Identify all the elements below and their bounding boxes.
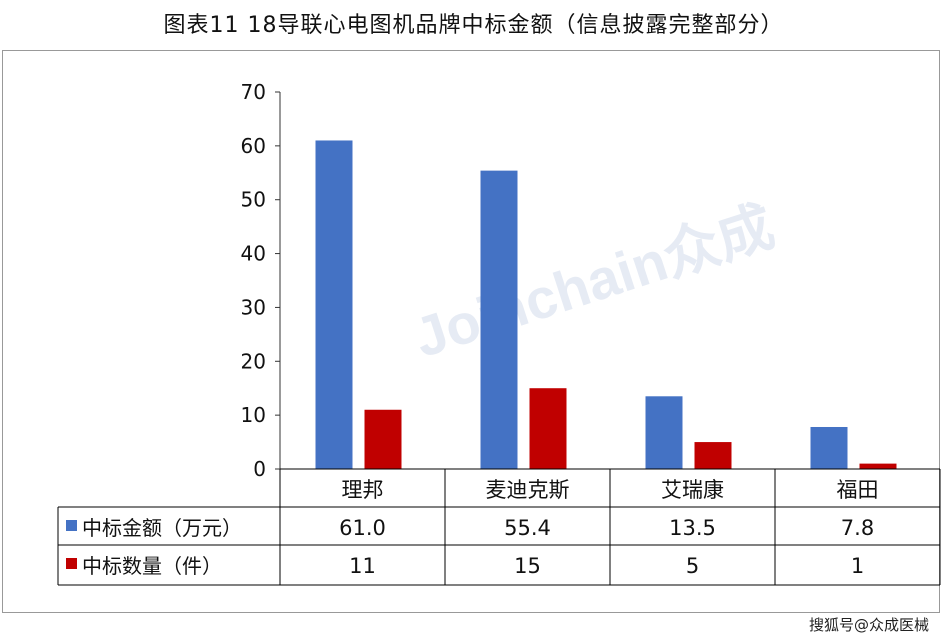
legend-swatch xyxy=(66,520,77,531)
category-label: 理邦 xyxy=(342,478,384,502)
bar-count xyxy=(529,388,567,469)
bar-amount xyxy=(810,426,848,469)
bar-amount xyxy=(645,396,683,469)
category-label: 麦迪克斯 xyxy=(486,478,570,502)
legend-swatch xyxy=(66,558,77,569)
chart-title: 图表11 18导联心电图机品牌中标金额（信息披露完整部分） xyxy=(163,13,784,38)
y-tick-label: 70 xyxy=(241,80,266,104)
y-tick-label: 60 xyxy=(241,134,266,158)
y-tick-label: 0 xyxy=(253,457,266,481)
data-label: 1 xyxy=(851,554,864,578)
legend-label: 中标数量（件） xyxy=(82,554,222,578)
y-tick-label: 50 xyxy=(241,188,266,212)
data-label: 11 xyxy=(349,554,376,578)
background-watermark: Joinchain众成 xyxy=(407,194,782,369)
y-tick-label: 40 xyxy=(241,242,266,266)
data-label: 13.5 xyxy=(669,516,716,540)
category-label: 艾瑞康 xyxy=(661,478,724,502)
legend-label: 中标金额（万元） xyxy=(82,516,242,540)
data-label: 61.0 xyxy=(339,516,386,540)
chart-frame xyxy=(2,50,940,613)
y-tick-label: 30 xyxy=(241,295,266,319)
y-tick-label: 20 xyxy=(241,349,266,373)
bar-count xyxy=(364,409,402,469)
data-label: 5 xyxy=(686,554,699,578)
data-label: 15 xyxy=(514,554,541,578)
category-label: 福田 xyxy=(837,478,879,502)
bar-amount xyxy=(315,140,353,469)
data-label: 55.4 xyxy=(504,516,551,540)
bar-amount xyxy=(480,170,518,470)
y-tick-label: 10 xyxy=(241,403,266,427)
bar-count xyxy=(694,442,732,469)
source-watermark: 搜狐号@众成医械 xyxy=(808,616,929,634)
data-label: 7.8 xyxy=(841,516,874,540)
bar-count xyxy=(859,463,897,469)
